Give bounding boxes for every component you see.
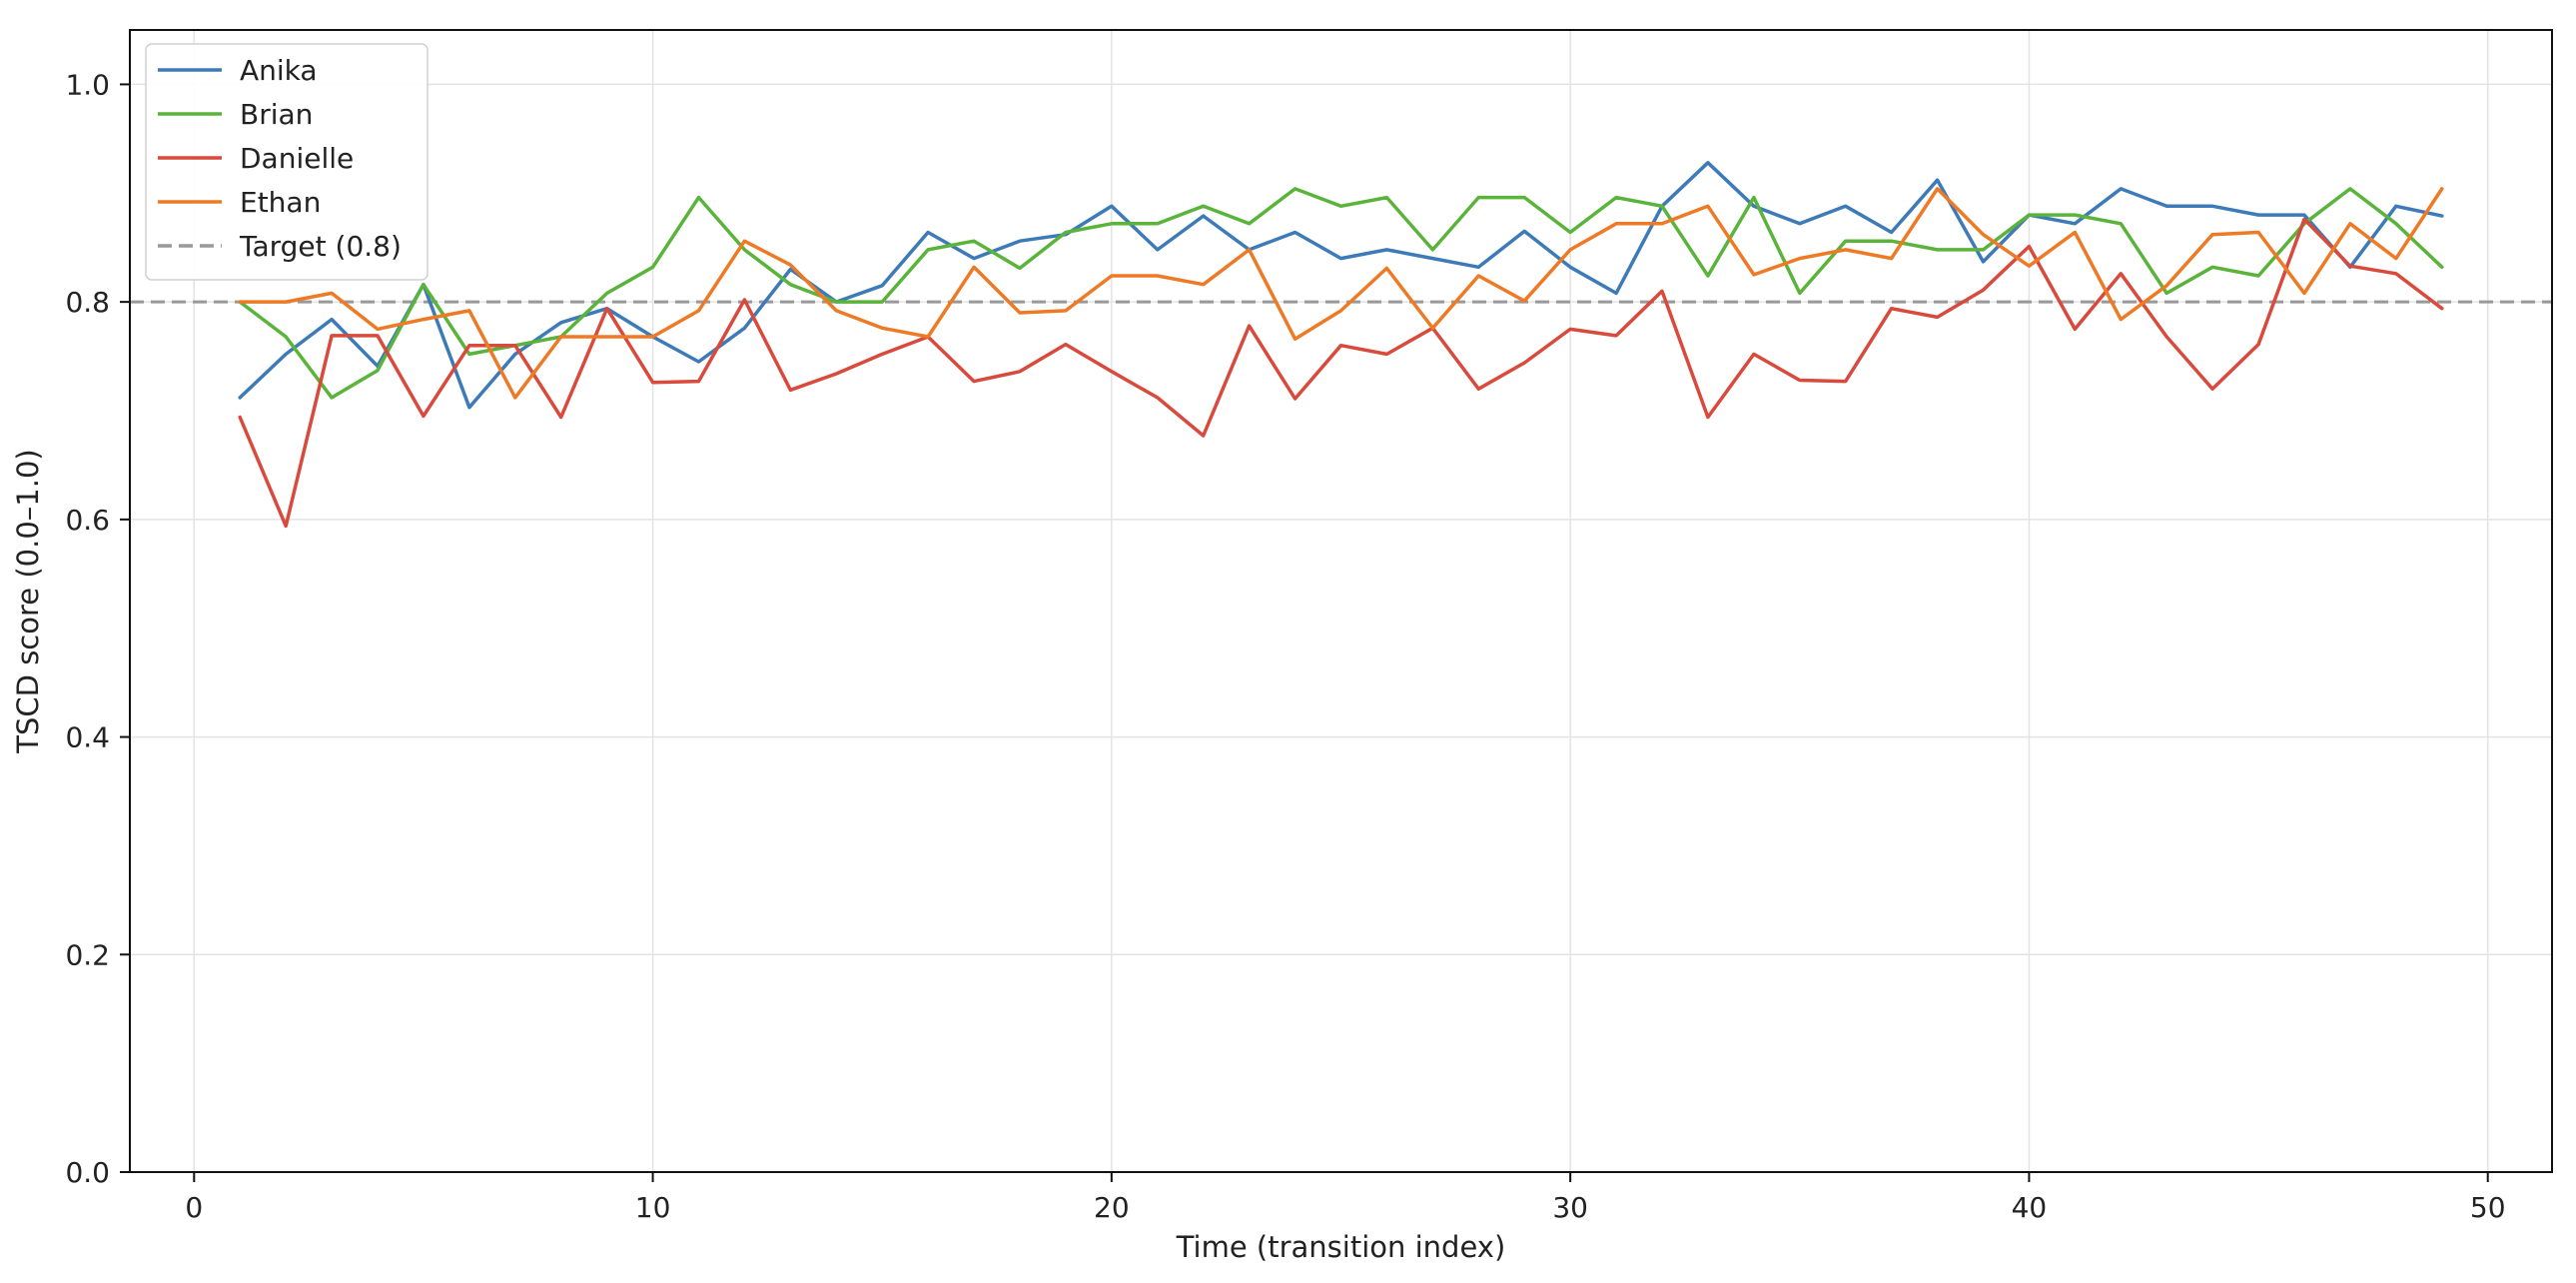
x-tick-label: 30 bbox=[1552, 1191, 1588, 1224]
x-tick-label: 50 bbox=[2470, 1191, 2506, 1224]
tick-layer: 0 10 20 30 40 50 0.0 0.2 0.4 0.6 0.8 1.0 bbox=[65, 68, 2505, 1224]
legend-label: Anika bbox=[240, 54, 318, 87]
legend-label: Ethan bbox=[240, 186, 321, 219]
series-line-danielle bbox=[238, 217, 2444, 529]
x-tick-label: 0 bbox=[185, 1191, 203, 1224]
series-line-ethan bbox=[238, 187, 2444, 400]
y-axis-label: TSCD score (0.0–1.0) bbox=[11, 449, 45, 753]
legend-label: Target (0.8) bbox=[239, 230, 402, 263]
legend-box bbox=[145, 43, 429, 281]
y-tick-label: 0.0 bbox=[65, 1156, 110, 1189]
y-tick-label: 0.2 bbox=[65, 938, 110, 971]
y-tick-label: 0.6 bbox=[65, 504, 110, 537]
x-tick-label: 20 bbox=[1094, 1191, 1130, 1224]
y-tick-label: 0.4 bbox=[65, 721, 110, 754]
y-tick-label: 0.8 bbox=[65, 286, 110, 319]
y-tick-label: 1.0 bbox=[65, 68, 110, 101]
x-axis-label: Time (transition index) bbox=[1176, 1230, 1506, 1264]
legend-label: Danielle bbox=[240, 142, 354, 175]
plot-frame bbox=[129, 29, 2553, 1173]
x-tick-label: 10 bbox=[635, 1191, 671, 1224]
grid-layer bbox=[130, 30, 2552, 1173]
series-layer bbox=[238, 161, 2444, 529]
legend: Anika Brian Danielle Ethan Target (0.8) bbox=[145, 43, 429, 281]
x-tick-label: 40 bbox=[2012, 1191, 2048, 1224]
series-line-brian bbox=[238, 187, 2444, 400]
legend-label: Brian bbox=[240, 98, 313, 131]
